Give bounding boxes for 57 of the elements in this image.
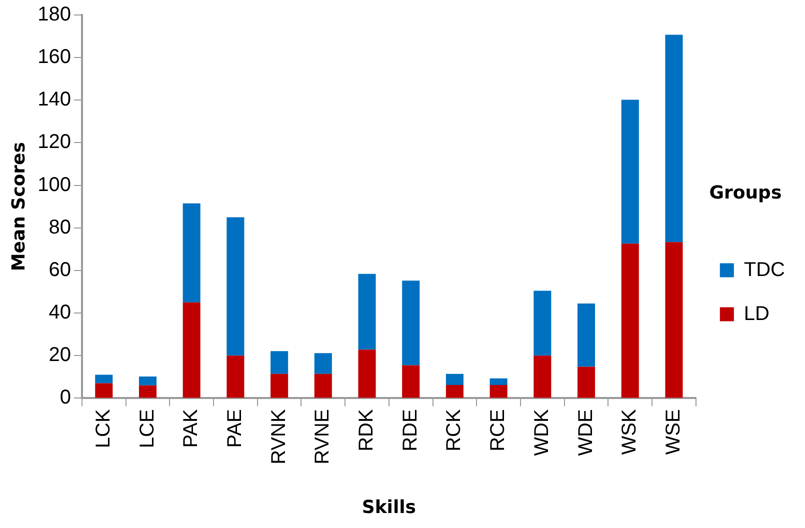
bar [621, 100, 639, 244]
bar [95, 383, 113, 398]
y-tick-label: 60 [48, 258, 71, 281]
x-tick-label: WDE [574, 409, 597, 456]
x-tick-label: LCK [92, 408, 114, 448]
bar [534, 290, 552, 356]
bar [446, 374, 464, 385]
bar [358, 350, 376, 398]
y-tick-label: 40 [48, 302, 71, 324]
x-tick-label: RCK [443, 408, 466, 452]
x-tick-label: PAK [180, 408, 202, 448]
y-tick-label: 120 [38, 131, 71, 154]
legend-title: Groups [709, 182, 782, 204]
bar [270, 351, 288, 374]
bar [577, 303, 596, 367]
x-tick-label: RCE [487, 409, 510, 452]
bar [95, 374, 113, 384]
bar [314, 353, 332, 374]
bar [138, 376, 157, 386]
bar [402, 280, 420, 366]
y-tick-label: 160 [38, 46, 71, 68]
bar [270, 374, 288, 398]
x-tick-label: RVNE [312, 409, 334, 464]
bar [314, 374, 332, 398]
x-tick-label: RVNK [268, 408, 290, 464]
bar [182, 203, 200, 302]
y-tick-label: 80 [48, 216, 71, 238]
x-tick-label: RDK [356, 408, 378, 452]
bar [182, 302, 200, 398]
bar [490, 384, 508, 398]
bar [402, 365, 420, 398]
bar [490, 378, 508, 385]
bar [226, 217, 244, 356]
bar [577, 366, 596, 398]
x-tick-label: WSE [662, 409, 684, 455]
legend-label: LD [744, 302, 770, 325]
bar [446, 384, 464, 398]
y-tick-label: 140 [38, 88, 71, 111]
x-tick-label: PAE [224, 409, 246, 448]
y-tick-label: 20 [48, 344, 71, 366]
x-tick-label: WDK [530, 408, 553, 456]
x-axis-title: Skills [362, 496, 416, 518]
bar [621, 244, 639, 398]
y-axis-title: Mean Scores [8, 142, 30, 272]
bar [358, 274, 376, 350]
bar [534, 356, 552, 398]
bar [665, 242, 683, 398]
legend-label: TDC [744, 258, 786, 281]
y-tick-label: 0 [60, 386, 71, 409]
x-tick-label: LCE [136, 409, 158, 448]
x-tick-label: RDE [399, 409, 422, 452]
bar [226, 356, 244, 398]
bar [665, 34, 683, 242]
x-tick-label: WSK [618, 408, 641, 455]
bar [138, 385, 157, 398]
y-tick-label: 180 [38, 4, 71, 26]
y-tick-label: 100 [38, 174, 71, 196]
